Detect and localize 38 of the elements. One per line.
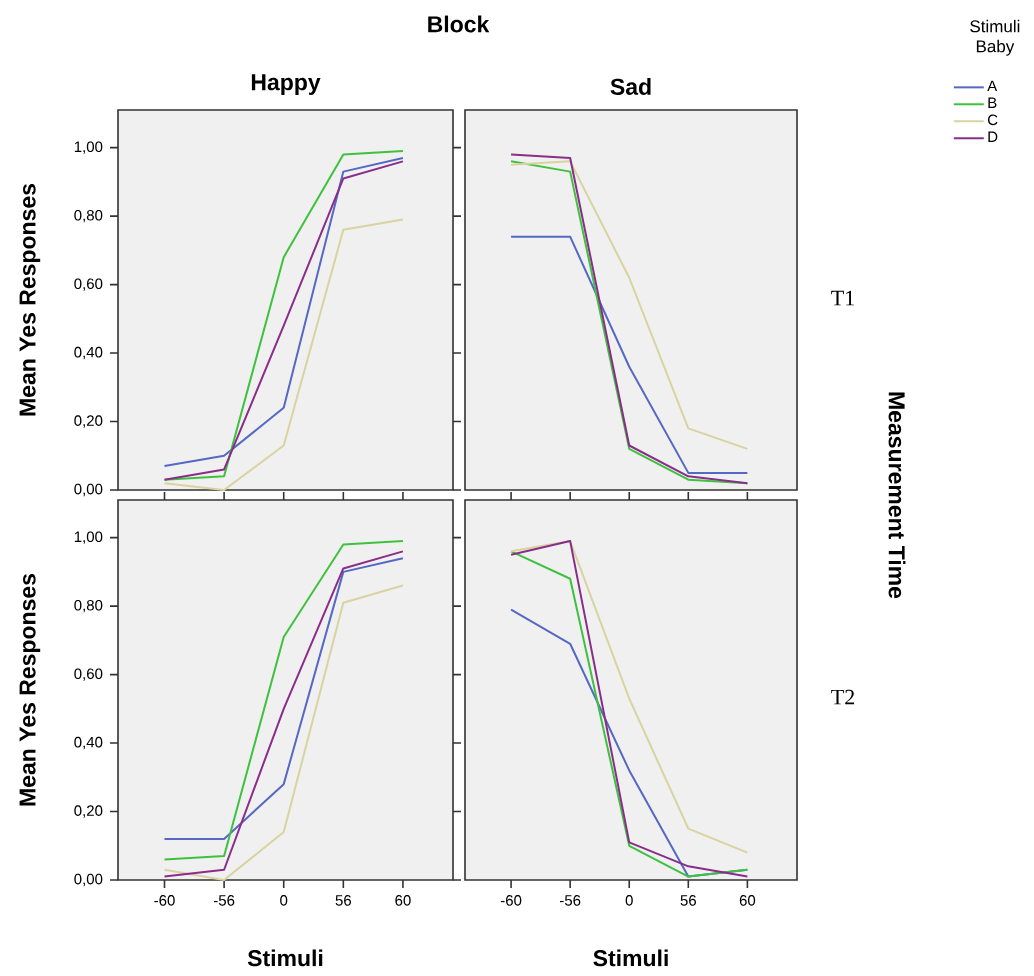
y-tick-label: 0,40 <box>74 736 103 750</box>
legend-title: Stimuli Baby <box>970 19 1020 56</box>
x-tick-label: 56 <box>680 895 696 906</box>
line-series <box>163 218 404 491</box>
x-tick-label: 60 <box>395 895 411 906</box>
y-tick-label: 0,40 <box>74 346 103 360</box>
y-tick-label: 0,60 <box>74 278 103 291</box>
y-axis-title: Mean Yes Responses <box>19 183 41 416</box>
chart-title: Happy <box>251 74 321 95</box>
x-tick-label: 0 <box>625 895 633 906</box>
y-tick-label: 0,80 <box>74 209 103 223</box>
chart-title: Sad <box>610 78 651 95</box>
x-tick-label: -56 <box>559 895 581 906</box>
text: Measurement Time <box>888 392 906 599</box>
y-tick-label: 0,80 <box>74 599 103 613</box>
y-tick-label: 1,00 <box>74 531 103 544</box>
y-tick-label: 0,20 <box>74 805 103 818</box>
y-axis-title: Mean Yes Responses <box>19 574 41 806</box>
x-tick-label: -56 <box>213 895 235 906</box>
x-axis-title: Stimuli <box>247 949 323 967</box>
y-tick-label: 0,00 <box>74 483 103 497</box>
x-tick-label: 60 <box>739 895 756 906</box>
legend-label: A <box>987 80 998 92</box>
y-tick-label: 0,00 <box>74 873 103 887</box>
y-tick-label: 0,20 <box>74 415 103 428</box>
text: T2 <box>831 689 855 705</box>
x-tick-label: 0 <box>280 895 288 906</box>
x-tick-label: -60 <box>500 895 522 906</box>
x-tick-label: 56 <box>335 895 352 906</box>
x-axis-title: Stimuli <box>593 949 668 967</box>
text: T1 <box>831 290 854 306</box>
y-tick-label: 1,00 <box>74 141 103 154</box>
legend-label: B <box>988 97 997 108</box>
legend-label: D <box>988 131 998 142</box>
x-tick-label: -60 <box>154 895 175 906</box>
y-tick-label: 0,60 <box>74 668 103 681</box>
text: Block <box>428 15 490 33</box>
legend-label: C <box>987 114 998 126</box>
